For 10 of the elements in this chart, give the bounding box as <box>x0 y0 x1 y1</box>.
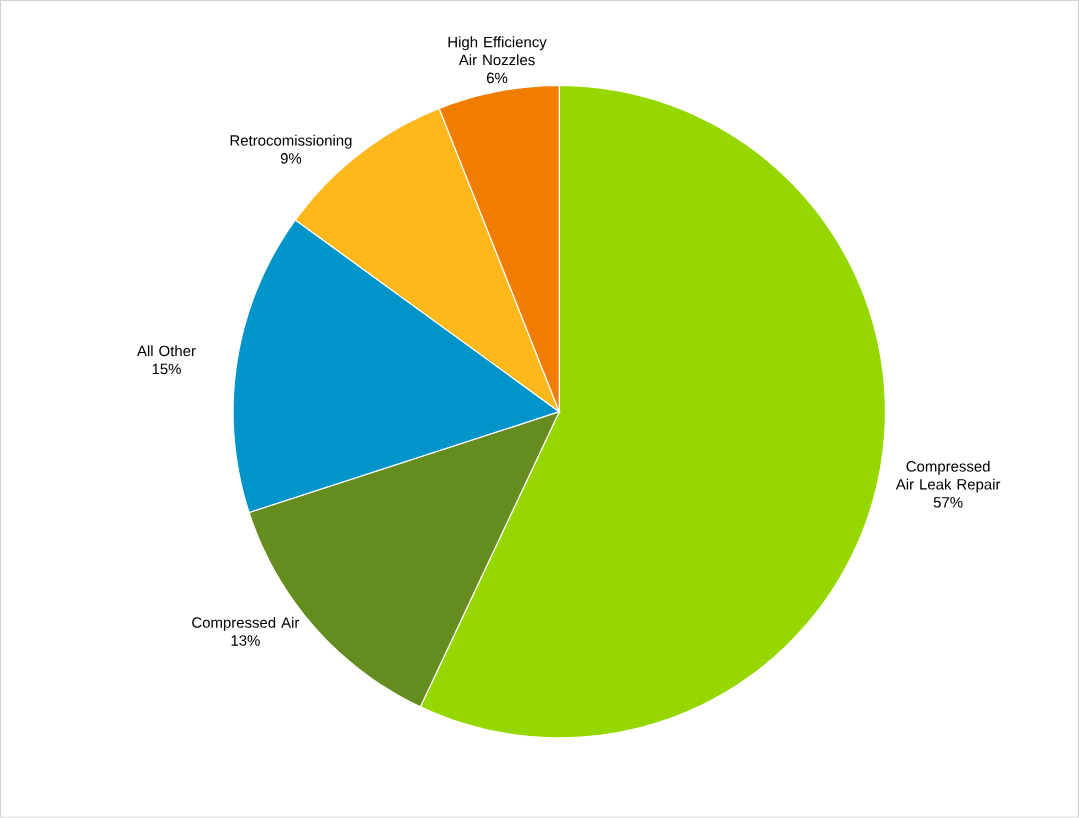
slice-label: Compressed Air <box>192 616 300 631</box>
slice-label: Compressed Air Leak Repair <box>895 460 1001 493</box>
slice-label: High Efficiency Air Nozzles <box>448 36 547 66</box>
slice-label: Retrocomissioning <box>230 134 352 149</box>
data-label: 6% <box>486 72 508 84</box>
data-label: 9% <box>280 153 302 164</box>
data-label: 13% <box>231 635 260 646</box>
slice-label: All Other <box>137 345 196 357</box>
data-label: 15% <box>152 363 181 375</box>
data-label: 57% <box>933 497 963 508</box>
